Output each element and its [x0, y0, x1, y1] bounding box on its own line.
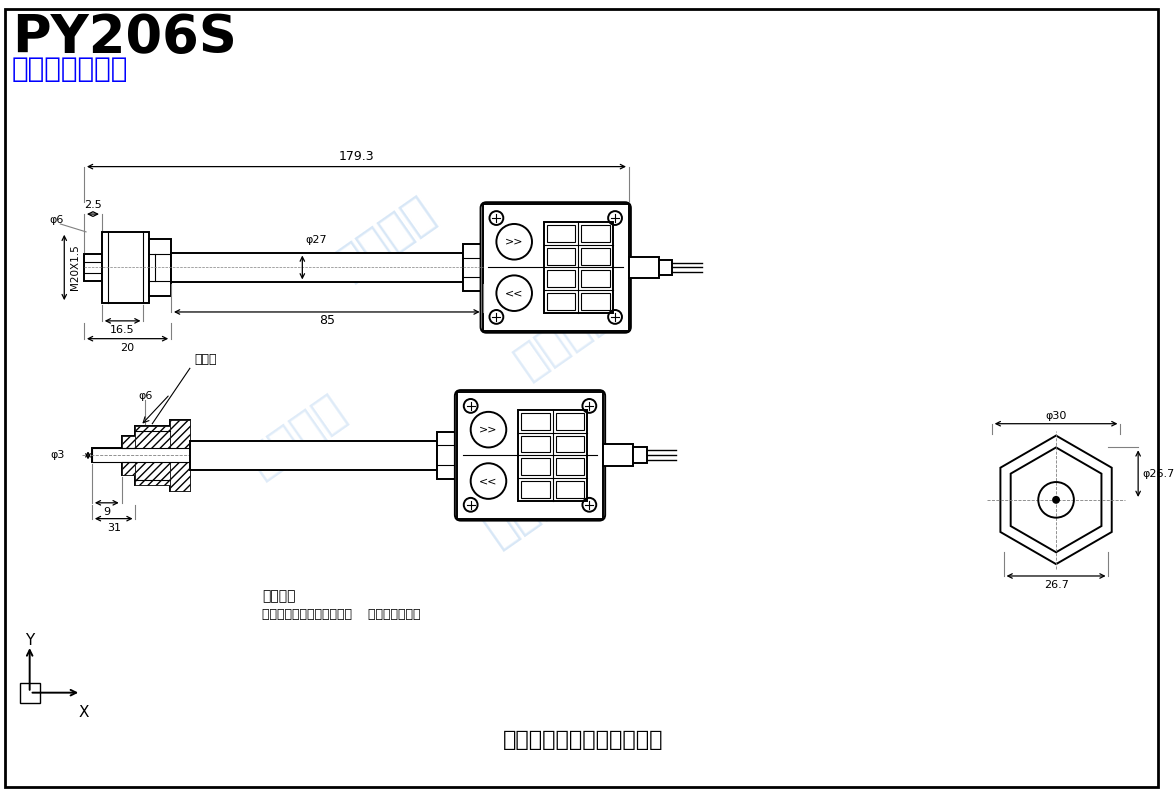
Text: X: X [79, 704, 89, 720]
Bar [135, 426, 171, 485]
Bar [437, 431, 456, 479]
Bar [171, 462, 189, 491]
Bar [603, 444, 633, 466]
Text: 179.3: 179.3 [339, 150, 374, 163]
Text: 85: 85 [319, 314, 335, 327]
Text: φ30: φ30 [1045, 411, 1067, 421]
Bar [20, 683, 40, 703]
Text: φ6: φ6 [138, 391, 153, 401]
Text: 电流输出：红色线：电源正    黑色线：输出正: 电流输出：红色线：电源正 黑色线：输出正 [262, 608, 421, 622]
Bar [633, 447, 647, 463]
Text: >>: >> [480, 424, 497, 435]
Bar [171, 419, 189, 491]
Bar [556, 435, 584, 452]
Bar [121, 435, 135, 475]
Text: φ3: φ3 [49, 451, 65, 460]
Text: 引压孔: 引压孔 [195, 353, 218, 366]
Bar [519, 410, 587, 501]
Bar [83, 254, 102, 281]
Bar [135, 426, 171, 448]
Text: >>: >> [505, 236, 523, 247]
Text: <<: << [480, 476, 497, 486]
Text: PY206S: PY206S [12, 13, 236, 64]
Bar [521, 458, 550, 475]
Bar [521, 481, 550, 498]
Bar [135, 462, 171, 485]
Bar [581, 248, 610, 264]
Bar [92, 448, 121, 462]
Text: <<: << [505, 288, 523, 298]
Bar [556, 481, 584, 498]
Bar [543, 222, 613, 313]
Text: 一众传感: 一众传感 [240, 388, 353, 484]
Bar [581, 225, 610, 242]
Text: φ6: φ6 [49, 215, 64, 225]
Bar [92, 448, 121, 462]
Bar [463, 244, 482, 291]
Bar [189, 440, 437, 470]
Bar [171, 419, 189, 448]
Text: 接线说明: 接线说明 [262, 590, 295, 603]
Text: 16.5: 16.5 [111, 325, 135, 335]
Bar [521, 435, 550, 452]
Bar [92, 448, 189, 462]
Bar [482, 205, 629, 331]
Bar [547, 225, 575, 242]
Bar [581, 271, 610, 287]
Text: 26.7: 26.7 [1043, 580, 1069, 590]
Text: 数显压力变送器: 数显压力变送器 [12, 55, 128, 83]
Bar [171, 252, 463, 283]
Text: φ26.7: φ26.7 [1142, 469, 1175, 478]
Bar [149, 239, 171, 296]
Text: 佛山一众传感仪器有限公司: 佛山一众传感仪器有限公司 [503, 730, 663, 750]
Text: 20: 20 [120, 342, 134, 353]
Bar [581, 293, 610, 310]
Bar [102, 232, 149, 303]
Bar [659, 259, 673, 275]
Bar [521, 413, 550, 430]
Bar [547, 293, 575, 310]
Text: M20X1.5: M20X1.5 [71, 244, 80, 291]
Text: Y: Y [25, 633, 34, 648]
Bar [556, 413, 584, 430]
Text: 一众传感: 一众传感 [477, 456, 590, 553]
Text: 9: 9 [103, 507, 111, 517]
Bar [456, 392, 603, 519]
Bar [556, 458, 584, 475]
Text: 一众传感: 一众传感 [329, 189, 442, 286]
FancyBboxPatch shape [481, 202, 630, 333]
Circle shape [1053, 497, 1060, 503]
FancyBboxPatch shape [455, 390, 606, 521]
Bar [121, 462, 135, 475]
Text: 一众传感: 一众传感 [508, 288, 620, 385]
Bar [547, 248, 575, 264]
Text: φ27: φ27 [306, 235, 327, 244]
Bar [121, 435, 135, 448]
Text: 31: 31 [107, 522, 121, 533]
Text: 2.5: 2.5 [83, 200, 102, 210]
Bar [547, 271, 575, 287]
Bar [629, 256, 659, 279]
